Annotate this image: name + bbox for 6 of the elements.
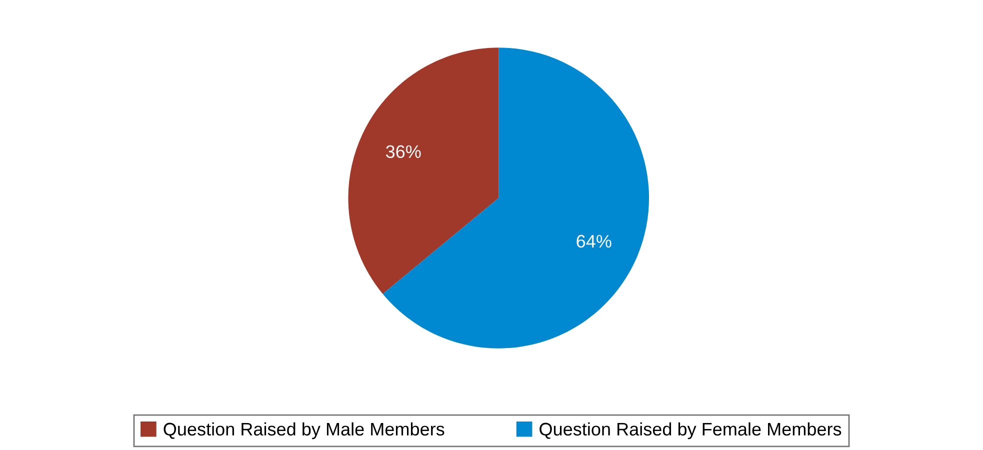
pie-slice — [348, 48, 499, 294]
data-label: 64% — [576, 234, 612, 248]
data-label: 36% — [386, 145, 421, 158]
legend-label: Question Raised by Male Members — [164, 422, 444, 440]
legend-label: Question Raised by Female Members — [540, 422, 842, 440]
pie-slice — [382, 48, 649, 348]
